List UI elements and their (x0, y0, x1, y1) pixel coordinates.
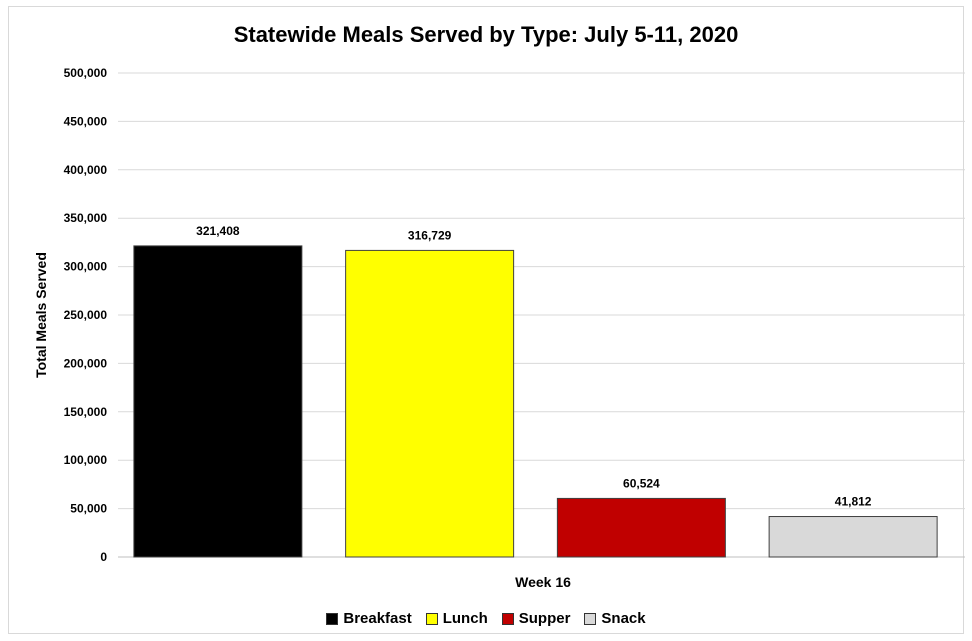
y-tick-label: 150,000 (64, 405, 108, 419)
legend-label: Snack (601, 610, 646, 627)
y-tick-label: 0 (100, 550, 107, 564)
legend-swatch (326, 612, 339, 625)
y-axis-title: Total Meals Served (33, 252, 49, 378)
y-tick-label: 350,000 (64, 211, 108, 225)
data-label-lunch: 316,729 (408, 228, 452, 242)
legend-swatch (584, 612, 597, 625)
legend-label: Breakfast (343, 610, 412, 627)
legend-swatch (425, 612, 438, 625)
data-label-breakfast: 321,408 (196, 224, 240, 238)
y-axis-ticks: 0 50,000 100,000 150,000 200,000 250,000 300,0… (64, 66, 108, 564)
bar-lunch (345, 249, 515, 558)
legend-swatch (501, 612, 514, 625)
chart-title: Statewide Meals Served by Type: July 5-1… (233, 22, 739, 47)
bar-breakfast (133, 245, 303, 558)
legend-item-breakfast: Breakfast (326, 610, 412, 627)
y-tick-label: 100,000 (64, 453, 108, 467)
data-label-supper: 60,524 (623, 476, 660, 490)
legend-label: Supper (518, 610, 571, 627)
y-tick-label: 400,000 (64, 163, 108, 177)
legend: Breakfast Lunch Supper Snack (0, 610, 972, 627)
data-labels: 321,408 316,729 60,524 41,812 (196, 224, 872, 509)
y-tick-label: 200,000 (64, 356, 108, 370)
bar-snack (768, 516, 938, 558)
bars (133, 245, 938, 558)
legend-label: Lunch (442, 610, 488, 627)
bar-supper (556, 497, 726, 558)
x-axis-title: Week 16 (515, 574, 571, 590)
y-tick-label: 500,000 (64, 66, 108, 80)
y-tick-label: 450,000 (64, 114, 108, 128)
legend-item-snack: Snack (584, 610, 646, 627)
legend-item-supper: Supper (501, 610, 571, 627)
data-label-snack: 41,812 (835, 495, 872, 509)
y-tick-label: 50,000 (70, 502, 107, 516)
legend-item-lunch: Lunch (425, 610, 488, 627)
y-tick-label: 250,000 (64, 308, 108, 322)
y-tick-label: 300,000 (64, 260, 108, 274)
